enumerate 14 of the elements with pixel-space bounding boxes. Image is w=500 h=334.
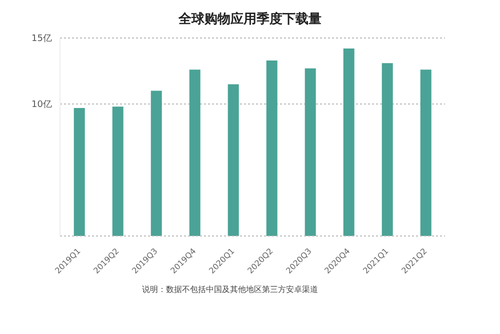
bar [304,68,316,236]
text: 说明：数据不包括中国及其他地区第三方安卓渠道 [141,284,319,295]
bar [266,60,278,236]
bar [150,90,162,236]
bar [343,48,354,236]
bar [189,70,200,236]
bar [228,84,239,236]
chart-title: 全球购物应用季度下载量 [178,10,322,29]
bar [112,106,124,236]
bar [420,70,432,236]
y-tick-label: 15亿 [32,33,52,44]
bar [74,108,85,236]
bar [382,63,393,236]
y-tick-label: 10亿 [32,99,52,110]
